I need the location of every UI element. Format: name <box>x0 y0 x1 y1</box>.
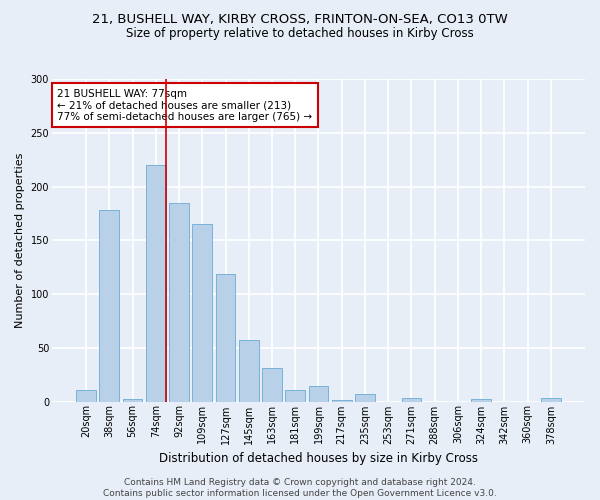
Bar <box>193 224 212 402</box>
Bar <box>146 165 166 402</box>
Bar <box>100 210 119 402</box>
Text: Size of property relative to detached houses in Kirby Cross: Size of property relative to detached ho… <box>126 28 474 40</box>
Bar <box>541 398 561 402</box>
Bar <box>332 400 352 402</box>
Bar <box>355 394 375 402</box>
Bar <box>308 386 328 402</box>
Bar <box>401 398 421 402</box>
Bar <box>215 274 235 402</box>
Bar <box>76 390 96 402</box>
Bar <box>262 368 282 402</box>
Bar <box>239 340 259 402</box>
Text: Contains HM Land Registry data © Crown copyright and database right 2024.
Contai: Contains HM Land Registry data © Crown c… <box>103 478 497 498</box>
Bar <box>169 202 189 402</box>
Text: 21, BUSHELL WAY, KIRBY CROSS, FRINTON-ON-SEA, CO13 0TW: 21, BUSHELL WAY, KIRBY CROSS, FRINTON-ON… <box>92 12 508 26</box>
Y-axis label: Number of detached properties: Number of detached properties <box>15 152 25 328</box>
Bar <box>286 390 305 402</box>
Text: 21 BUSHELL WAY: 77sqm
← 21% of detached houses are smaller (213)
77% of semi-det: 21 BUSHELL WAY: 77sqm ← 21% of detached … <box>57 88 313 122</box>
X-axis label: Distribution of detached houses by size in Kirby Cross: Distribution of detached houses by size … <box>159 452 478 465</box>
Bar <box>122 400 142 402</box>
Bar <box>471 400 491 402</box>
